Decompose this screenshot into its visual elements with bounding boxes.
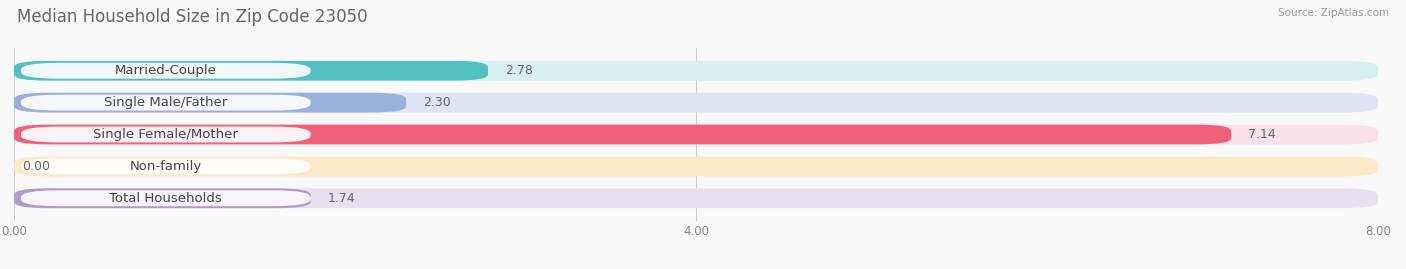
FancyBboxPatch shape xyxy=(14,125,1232,144)
Text: 2.30: 2.30 xyxy=(423,96,451,109)
Text: Married-Couple: Married-Couple xyxy=(115,64,217,77)
FancyBboxPatch shape xyxy=(14,61,1378,81)
FancyBboxPatch shape xyxy=(14,125,1378,144)
FancyBboxPatch shape xyxy=(21,127,311,142)
FancyBboxPatch shape xyxy=(14,93,406,112)
Text: Non-family: Non-family xyxy=(129,160,202,173)
FancyBboxPatch shape xyxy=(21,95,311,111)
Text: Total Households: Total Households xyxy=(110,192,222,205)
Text: Single Male/Father: Single Male/Father xyxy=(104,96,228,109)
FancyBboxPatch shape xyxy=(14,61,488,81)
FancyBboxPatch shape xyxy=(14,188,311,208)
Text: 7.14: 7.14 xyxy=(1249,128,1277,141)
Text: 2.78: 2.78 xyxy=(505,64,533,77)
FancyBboxPatch shape xyxy=(14,188,1378,208)
Text: Single Female/Mother: Single Female/Mother xyxy=(93,128,238,141)
Text: 0.00: 0.00 xyxy=(22,160,51,173)
FancyBboxPatch shape xyxy=(14,93,1378,112)
Text: Source: ZipAtlas.com: Source: ZipAtlas.com xyxy=(1278,8,1389,18)
Text: Median Household Size in Zip Code 23050: Median Household Size in Zip Code 23050 xyxy=(17,8,367,26)
FancyBboxPatch shape xyxy=(21,63,311,79)
FancyBboxPatch shape xyxy=(21,158,311,174)
FancyBboxPatch shape xyxy=(21,190,311,206)
FancyBboxPatch shape xyxy=(14,157,1378,176)
Text: 1.74: 1.74 xyxy=(328,192,356,205)
